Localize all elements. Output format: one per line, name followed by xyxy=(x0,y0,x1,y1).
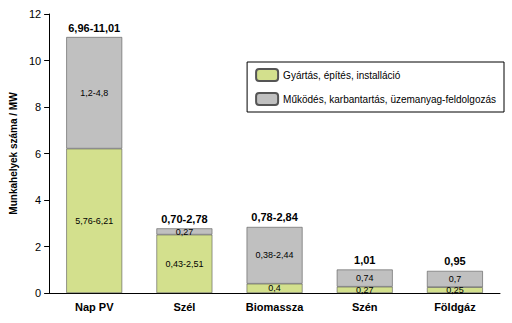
svg-text:0,95: 0,95 xyxy=(444,255,465,267)
svg-text:Gyártás, építés, installáció: Gyártás, építés, installáció xyxy=(283,70,401,81)
svg-text:5,76-6,21: 5,76-6,21 xyxy=(75,216,113,226)
svg-text:4: 4 xyxy=(35,194,41,206)
svg-text:0: 0 xyxy=(35,287,41,299)
svg-text:0,4: 0,4 xyxy=(268,283,281,293)
svg-text:8: 8 xyxy=(35,101,41,113)
svg-text:1,2-4,8: 1,2-4,8 xyxy=(80,88,108,98)
svg-text:6,96-11,01: 6,96-11,01 xyxy=(68,22,120,34)
svg-text:Nap PV: Nap PV xyxy=(75,301,114,313)
svg-text:6: 6 xyxy=(35,148,41,160)
svg-text:1,01: 1,01 xyxy=(354,254,375,266)
svg-text:0,25: 0,25 xyxy=(446,285,464,295)
svg-text:0,78-2,84: 0,78-2,84 xyxy=(251,211,298,223)
svg-text:10: 10 xyxy=(29,55,41,67)
svg-text:0,27: 0,27 xyxy=(176,227,194,237)
svg-text:0,43-2,51: 0,43-2,51 xyxy=(165,259,203,269)
svg-text:Működés, karbantartás, üzemany: Működés, karbantartás, üzemanyag-feldolg… xyxy=(283,94,496,105)
svg-text:0,7: 0,7 xyxy=(449,274,462,284)
svg-text:0,74: 0,74 xyxy=(356,273,374,283)
svg-text:Munkahelyek száma / MW: Munkahelyek száma / MW xyxy=(8,92,19,215)
svg-text:Biomassza: Biomassza xyxy=(246,301,304,313)
svg-text:12: 12 xyxy=(29,8,41,20)
svg-text:0,27: 0,27 xyxy=(356,285,374,295)
svg-text:Szén: Szén xyxy=(352,301,378,313)
svg-text:Földgáz: Földgáz xyxy=(434,301,476,313)
svg-text:2: 2 xyxy=(35,241,41,253)
svg-text:0,70-2,78: 0,70-2,78 xyxy=(161,213,207,225)
svg-text:0,38-2,44: 0,38-2,44 xyxy=(256,250,294,260)
svg-text:Szél: Szél xyxy=(173,301,195,313)
